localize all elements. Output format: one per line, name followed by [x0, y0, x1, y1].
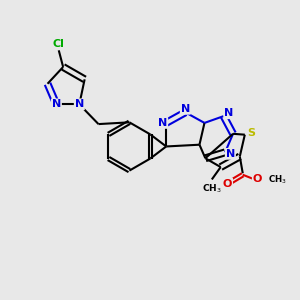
- Text: Cl: Cl: [53, 39, 65, 49]
- Text: N: N: [52, 99, 61, 110]
- Text: N: N: [158, 118, 167, 128]
- Text: CH$_3$: CH$_3$: [202, 183, 222, 196]
- Text: N: N: [181, 104, 190, 114]
- Text: N: N: [75, 99, 84, 110]
- Text: O: O: [223, 178, 232, 189]
- Text: S: S: [247, 128, 255, 138]
- Text: CH$_3$: CH$_3$: [268, 173, 287, 186]
- Text: N: N: [226, 149, 235, 159]
- Text: O: O: [253, 174, 262, 184]
- Text: N: N: [224, 108, 233, 118]
